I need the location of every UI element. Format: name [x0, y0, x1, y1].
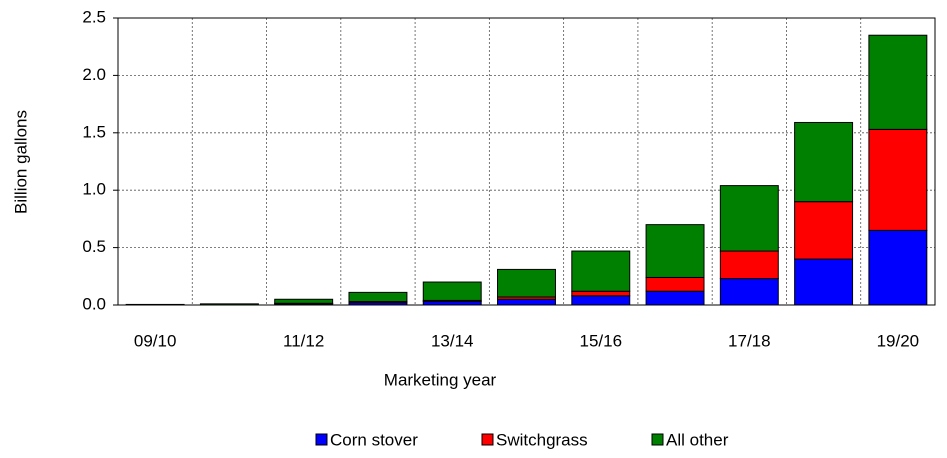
bar-segment	[274, 298, 334, 304]
legend-swatch	[481, 433, 494, 446]
bar-segment	[645, 224, 705, 278]
bar-segment	[794, 121, 854, 203]
y-tick-label: 0.5	[82, 237, 106, 256]
plot-frame	[117, 17, 936, 306]
bar-segment	[422, 281, 482, 301]
x-tick-label: 11/12	[283, 331, 324, 350]
bar-segment	[571, 295, 631, 306]
legend-label: Switchgrass	[496, 430, 588, 449]
bar-segment	[868, 128, 928, 231]
legend-label: All other	[666, 430, 729, 449]
bar-segment	[645, 276, 705, 292]
legend-label: Corn stover	[330, 430, 418, 449]
bar-segment	[868, 229, 928, 306]
y-tick-label: 2.5	[82, 7, 106, 26]
bar-segment	[422, 301, 482, 306]
bar-segment	[868, 34, 928, 130]
y-tick-label: 1.0	[82, 180, 106, 199]
x-tick-label: 19/20	[877, 331, 920, 350]
bar-segment	[645, 290, 705, 306]
bar-segment	[719, 278, 779, 306]
x-tick-label: 09/10	[134, 331, 177, 350]
bar-segment	[794, 258, 854, 306]
bar-segment	[794, 201, 854, 260]
x-tick-label: 13/14	[431, 331, 474, 350]
bar-segment	[719, 250, 779, 280]
y-tick-label: 0.0	[82, 294, 106, 313]
bar-segment	[571, 290, 631, 297]
y-tick-label: 1.5	[82, 122, 106, 141]
bar-segment	[571, 250, 631, 292]
x-axis-label: Marketing year	[384, 370, 497, 389]
y-axis-label: Billion gallons	[11, 110, 30, 214]
bar-segment	[348, 291, 408, 303]
legend-swatch	[315, 433, 328, 446]
x-tick-label: 15/16	[579, 331, 622, 350]
legend-swatch	[651, 433, 664, 446]
bar-segment	[497, 298, 556, 306]
y-tick-label: 2.0	[82, 65, 106, 84]
bar-segment	[497, 268, 556, 298]
bar-segment	[719, 185, 779, 252]
x-tick-label: 17/18	[728, 331, 771, 350]
